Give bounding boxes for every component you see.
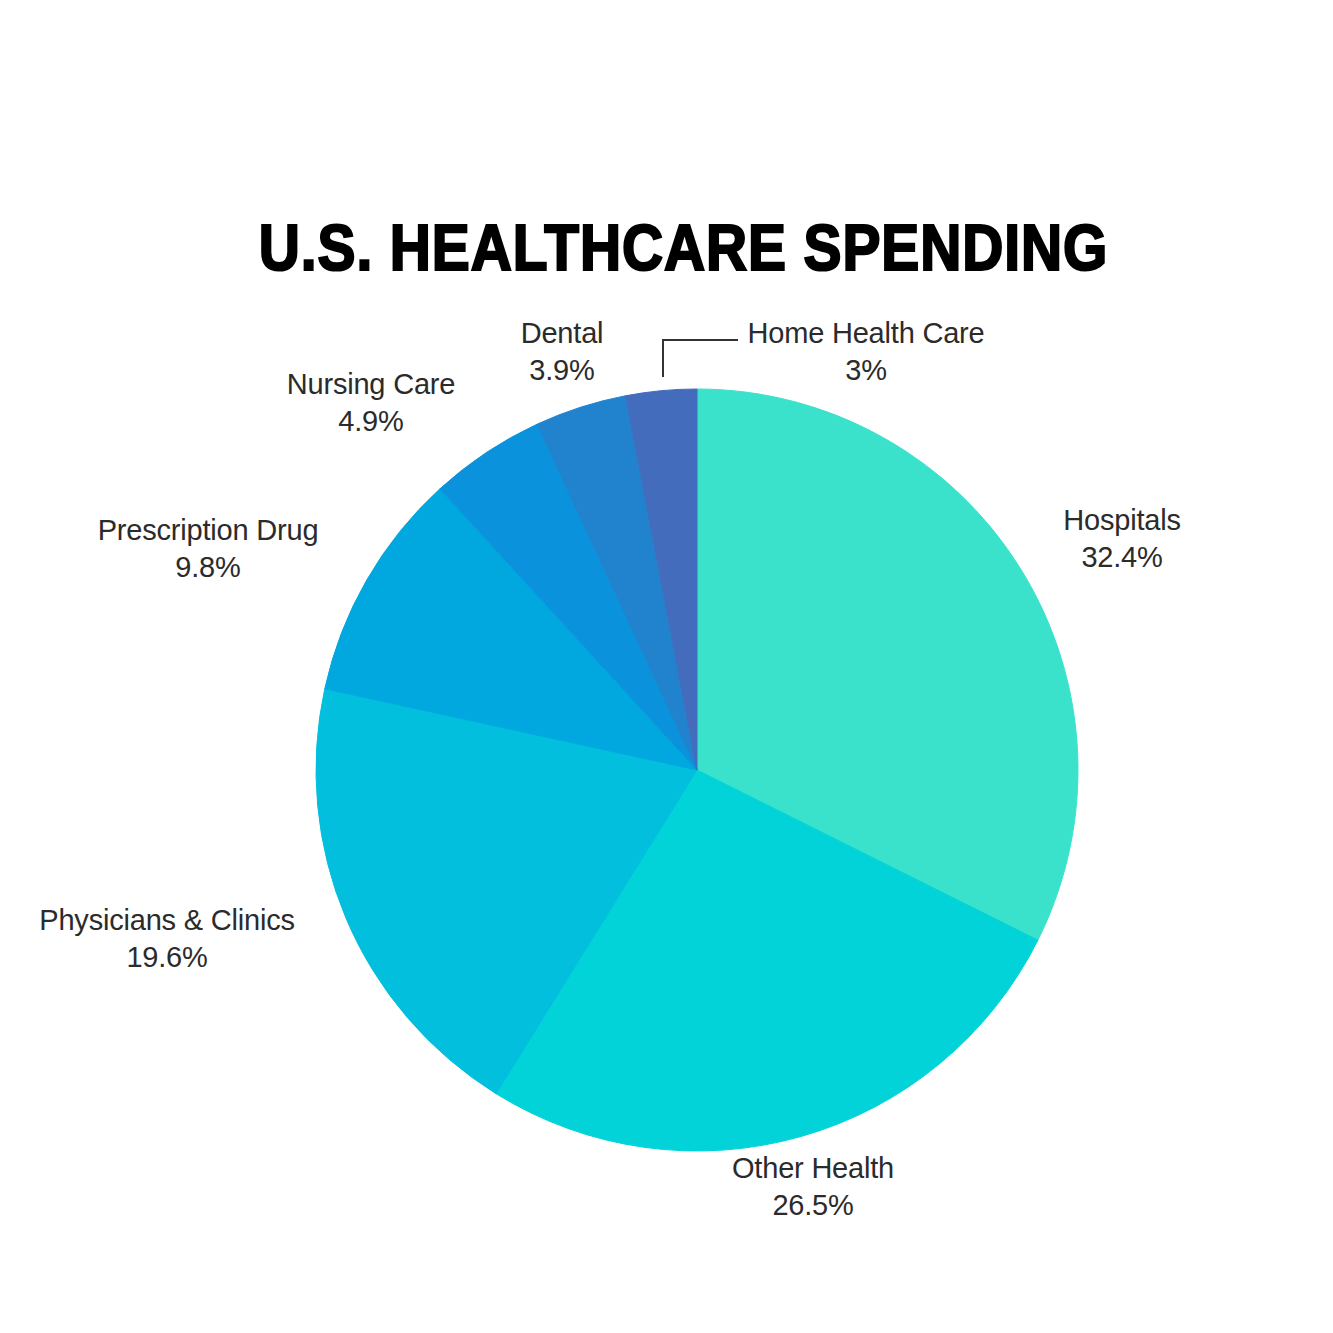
slice-label-name: Other Health — [732, 1150, 894, 1187]
slice-label-pct: 32.4% — [1063, 539, 1180, 576]
pie-chart — [0, 0, 1333, 1333]
slice-label-pct: 19.6% — [39, 939, 294, 976]
slice-label-pct: 26.5% — [732, 1187, 894, 1224]
slice-label-name: Prescription Drug — [98, 512, 319, 549]
slice-label-pct: 3% — [748, 352, 985, 389]
slice-label-name: Hospitals — [1063, 502, 1180, 539]
slice-label-name: Home Health Care — [748, 315, 985, 352]
slice-label-pct: 3.9% — [521, 352, 604, 389]
slice-label-other-health: Other Health 26.5% — [732, 1150, 894, 1224]
slice-label-prescription-drug: Prescription Drug 9.8% — [98, 512, 319, 586]
slice-label-name: Nursing Care — [287, 366, 455, 403]
slice-label-name: Physicians & Clinics — [39, 902, 294, 939]
slice-label-physicians-clinics: Physicians & Clinics 19.6% — [39, 902, 294, 976]
infographic-canvas: U.S. HEALTHCARE SPENDING Hospitals 32.4%… — [0, 0, 1333, 1333]
slice-label-nursing-care: Nursing Care 4.9% — [287, 366, 455, 440]
slice-label-hospitals: Hospitals 32.4% — [1063, 502, 1180, 576]
callout-line-home-health-care — [663, 340, 738, 377]
pie-slices — [316, 389, 1078, 1151]
slice-label-pct: 4.9% — [287, 403, 455, 440]
slice-label-home-health-care: Home Health Care 3% — [748, 315, 985, 389]
slice-label-dental: Dental 3.9% — [521, 315, 604, 389]
slice-label-name: Dental — [521, 315, 604, 352]
slice-label-pct: 9.8% — [98, 549, 319, 586]
